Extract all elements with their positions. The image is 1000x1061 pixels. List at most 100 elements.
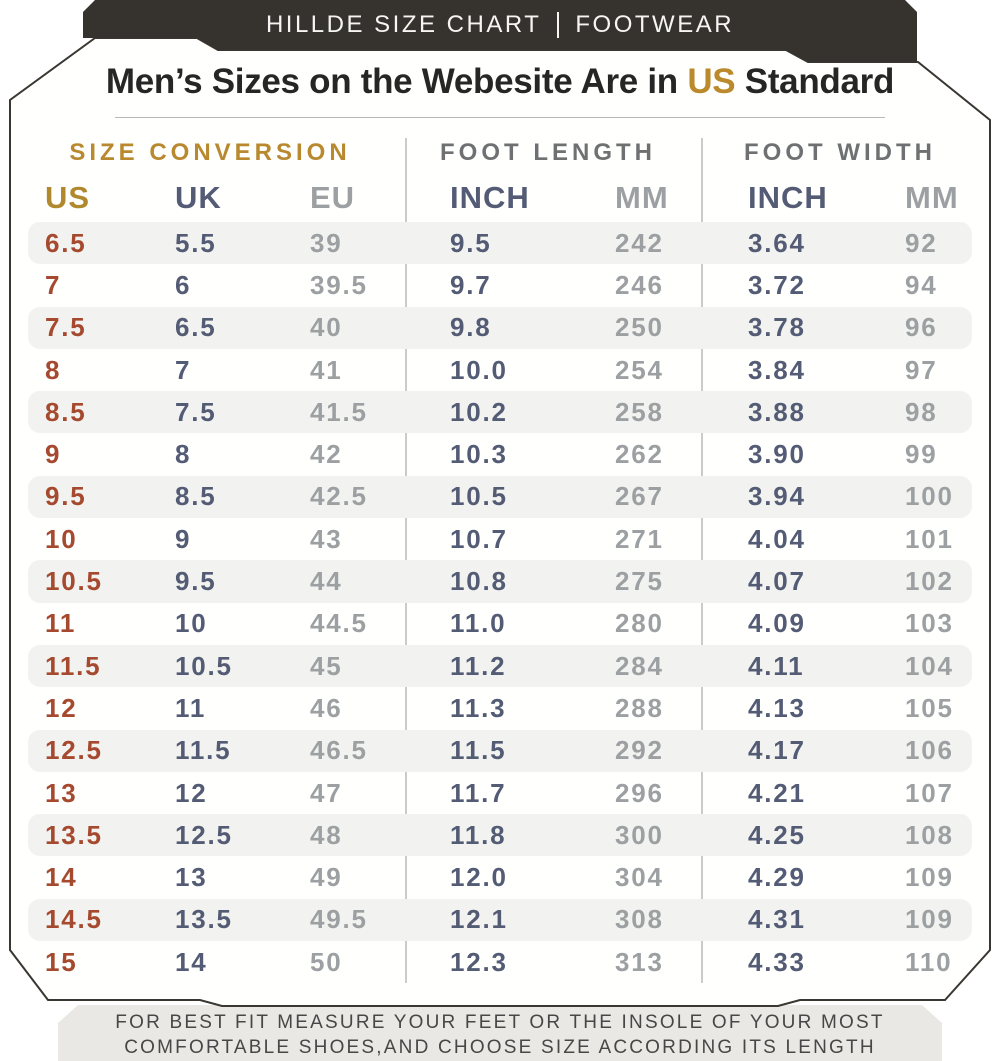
cell-width-inch: 3.72 [748, 269, 806, 300]
cell-length-inch: 11.5 [450, 735, 507, 766]
cell-length-mm: 254 [615, 354, 664, 385]
cell-eu: 44.5 [310, 608, 368, 639]
cell-width-mm: 107 [905, 777, 954, 808]
cell-length-mm: 271 [615, 523, 664, 554]
cell-width-mm: 110 [905, 946, 953, 977]
cell-width-mm: 105 [905, 692, 954, 723]
cell-length-mm: 275 [615, 566, 664, 597]
cell-eu: 45 [310, 650, 343, 681]
cell-width-mm: 103 [905, 608, 954, 639]
cell-uk: 11 [175, 692, 207, 723]
cell-width-inch: 3.88 [748, 396, 806, 427]
table-body: 6.5 5.5 39 9.5 242 3.64 92 7 6 39.5 9.7 246 3.72 94 7.… [28, 222, 972, 983]
cell-eu: 41 [310, 354, 343, 385]
cell-length-inch: 11.7 [450, 777, 507, 808]
table-row: 13 12 47 11.7 296 4.21 107 [28, 772, 972, 814]
cell-us: 10 [45, 523, 78, 554]
cell-width-inch: 3.90 [748, 439, 806, 470]
cell-us: 14.5 [45, 904, 103, 935]
cell-length-inch: 12.3 [450, 946, 508, 977]
cell-eu: 46 [310, 692, 343, 723]
cell-uk: 9.5 [175, 566, 217, 597]
cell-eu: 47 [310, 777, 343, 808]
cell-width-mm: 92 [905, 227, 938, 258]
cell-length-mm: 288 [615, 692, 664, 723]
table-row: 10.5 9.5 44 10.8 275 4.07 102 [28, 560, 972, 603]
title-divider-rule [115, 117, 885, 118]
cell-uk: 14 [175, 946, 208, 977]
cell-uk: 7.5 [175, 396, 217, 427]
cell-width-inch: 4.13 [748, 692, 806, 723]
cell-width-inch: 4.11 [748, 650, 805, 681]
cell-uk: 5.5 [175, 227, 217, 258]
cell-width-mm: 100 [905, 481, 954, 512]
cell-uk: 8.5 [175, 481, 217, 512]
cell-eu: 50 [310, 946, 343, 977]
cell-eu: 49 [310, 862, 343, 893]
cell-length-inch: 10.5 [450, 481, 508, 512]
table-row: 12.5 11.5 46.5 11.5 292 4.17 106 [28, 729, 972, 772]
table-row: 11 10 44.5 11.0 280 4.09 103 [28, 603, 972, 645]
cell-eu: 39.5 [310, 269, 368, 300]
cell-us: 9.5 [45, 481, 87, 512]
cell-width-inch: 3.84 [748, 354, 806, 385]
cell-length-inch: 10.3 [450, 439, 508, 470]
cell-uk: 13.5 [175, 904, 233, 935]
table-row: 8 7 41 10.0 254 3.84 97 [28, 349, 972, 391]
table-row: 14.5 13.5 49.5 12.1 308 4.31 109 [28, 898, 972, 942]
cell-length-mm: 280 [615, 608, 664, 639]
cell-uk: 10.5 [175, 650, 233, 681]
cell-width-mm: 109 [905, 904, 954, 935]
cell-uk: 6 [175, 269, 192, 300]
cell-us: 7.5 [45, 312, 87, 343]
cell-width-inch: 4.09 [748, 608, 806, 639]
table-header-row: US UK EU INCH MM INCH MM [28, 174, 972, 222]
cell-length-mm: 246 [615, 269, 664, 300]
cell-eu: 49.5 [310, 904, 368, 935]
cell-us: 6.5 [45, 227, 87, 258]
cell-width-inch: 3.64 [748, 227, 806, 258]
table-row: 8.5 7.5 41.5 10.2 258 3.88 98 [28, 391, 972, 434]
cell-width-inch: 4.21 [748, 777, 806, 808]
cell-length-inch: 10.7 [450, 523, 508, 554]
cell-length-inch: 11.8 [450, 819, 507, 850]
cell-width-mm: 99 [905, 439, 938, 470]
cell-eu: 43 [310, 523, 343, 554]
column-header-uk: UK [175, 180, 222, 215]
cell-length-inch: 10.0 [450, 354, 508, 385]
cell-uk: 7 [175, 354, 192, 385]
cell-us: 11 [45, 608, 77, 639]
cell-width-mm: 101 [905, 523, 954, 554]
section-header-size-conversion: SIZE CONVERSION [69, 139, 351, 166]
cell-length-inch: 9.7 [450, 269, 492, 300]
cell-length-mm: 313 [615, 946, 664, 977]
cell-width-inch: 4.04 [748, 523, 806, 554]
column-header-length-inch: INCH [450, 180, 530, 215]
cell-width-inch: 4.33 [748, 946, 806, 977]
cell-us: 10.5 [45, 566, 103, 597]
column-header-width-inch: INCH [748, 180, 828, 215]
table-row: 13.5 12.5 48 11.8 300 4.25 108 [28, 814, 972, 857]
cell-length-inch: 11.0 [450, 608, 507, 639]
cell-eu: 39 [310, 227, 343, 258]
cell-us: 12 [45, 692, 78, 723]
table-row: 14 13 49 12.0 304 4.29 109 [28, 856, 972, 898]
column-header-width-mm: MM [905, 180, 959, 215]
table-row: 7 6 39.5 9.7 246 3.72 94 [28, 264, 972, 306]
cell-width-inch: 4.25 [748, 819, 806, 850]
cell-width-mm: 102 [905, 566, 954, 597]
cell-uk: 9 [175, 523, 192, 554]
cell-width-inch: 4.31 [748, 904, 806, 935]
table-row: 6.5 5.5 39 9.5 242 3.64 92 [28, 222, 972, 265]
cell-eu: 46.5 [310, 735, 368, 766]
cell-uk: 10 [175, 608, 208, 639]
size-table: US UK EU INCH MM INCH MM 6.5 5.5 39 9.5 242 3… [28, 174, 972, 983]
page-title: Men’s Sizes on the Webesite Are in US St… [8, 62, 992, 102]
section-header-foot-length: FOOT LENGTH [440, 139, 656, 166]
cell-length-inch: 12.0 [450, 862, 508, 893]
cell-uk: 13 [175, 862, 208, 893]
brand-name: HILLDE SIZE CHART [265, 11, 542, 38]
cell-length-mm: 300 [615, 819, 664, 850]
